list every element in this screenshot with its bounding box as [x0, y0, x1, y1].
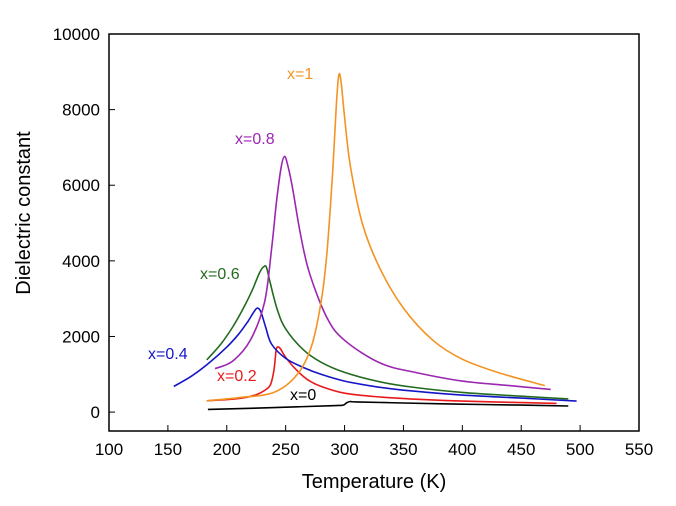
- x-tick-label: 550: [625, 440, 653, 459]
- y-axis-title: Dielectric constant: [13, 131, 35, 295]
- series-line-x-0: [207, 400, 569, 411]
- series-label: x=0.2: [217, 368, 257, 385]
- y-tick-label: 8000: [62, 101, 100, 120]
- y-axis-ticks: 0 2000 4000 6000 8000 10000: [53, 25, 115, 422]
- series-line-x-0-2: [206, 346, 557, 405]
- series-label: x=0.4: [148, 346, 188, 363]
- plot-frame: [108, 33, 640, 432]
- x-tick-label: 100: [95, 440, 123, 459]
- series-layer: [173, 72, 577, 411]
- series-line-x-0-4: [173, 307, 577, 402]
- series-label: x=0: [290, 387, 316, 404]
- x-tick-label: 350: [389, 440, 417, 459]
- x-axis-title: Temperature (K): [302, 471, 447, 493]
- y-tick-label: 0: [91, 403, 100, 422]
- series-line-x-1: [206, 72, 546, 402]
- x-tick-label: 300: [330, 440, 358, 459]
- y-tick-label: 6000: [62, 176, 100, 195]
- series-line-x-0-6: [206, 265, 569, 400]
- series-label: x=0.8: [235, 131, 275, 148]
- x-tick-label: 200: [213, 440, 241, 459]
- y-tick-label: 10000: [53, 25, 100, 44]
- x-tick-label: 400: [448, 440, 476, 459]
- y-tick-label: 2000: [62, 327, 100, 346]
- series-line-x-0-8: [214, 155, 551, 391]
- x-tick-label: 250: [271, 440, 299, 459]
- series-label: x=0.6: [200, 266, 240, 283]
- series-label-layer: x=0 x=0.2 x=0.4 x=0.6 x=0.8 x=1: [148, 66, 316, 404]
- series-label: x=1: [287, 66, 313, 83]
- x-tick-label: 150: [154, 440, 182, 459]
- x-tick-label: 450: [507, 440, 535, 459]
- y-tick-label: 4000: [62, 252, 100, 271]
- x-tick-label: 500: [566, 440, 594, 459]
- x-axis-ticks: 100 150 200 250 300 350 400 450 500 550: [95, 425, 653, 459]
